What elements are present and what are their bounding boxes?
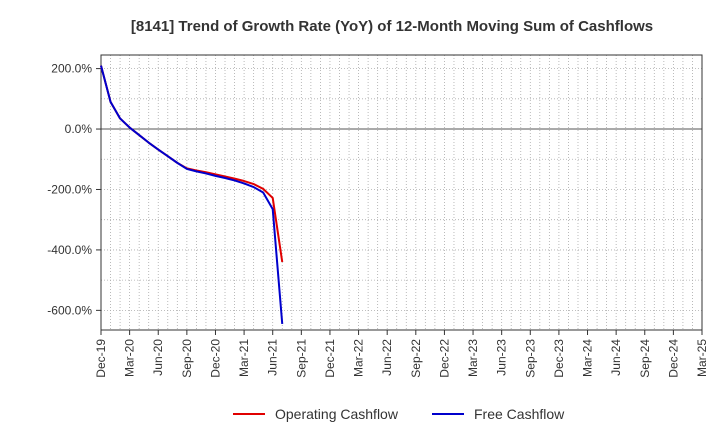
x-tick-label: Mar-22	[352, 339, 366, 377]
x-tick-label: Sep-21	[294, 339, 308, 378]
x-tick-label: Sep-20	[180, 339, 194, 378]
x-tick-label: Dec-21	[323, 339, 337, 378]
x-tick-label: Jun-20	[151, 339, 165, 376]
plot-area	[100, 54, 703, 331]
series-line-free-cashflow	[100, 65, 284, 325]
x-tick-label: Mar-20	[123, 339, 137, 377]
grid	[101, 55, 702, 330]
x-tick-label: Dec-24	[666, 339, 680, 378]
legend-label: Free Cashflow	[474, 406, 565, 422]
x-tick-label: Sep-24	[638, 339, 652, 378]
x-tick-label: Jun-24	[609, 339, 623, 376]
y-tick-label: -200.0%	[47, 182, 92, 196]
y-axis-ticks: 200.0% 0.0% -200.0% -400.0% -600.0%	[47, 62, 101, 317]
series-lines	[100, 65, 284, 325]
x-tick-label: Dec-19	[94, 339, 108, 378]
x-tick-label: Sep-22	[409, 339, 423, 378]
chart-title: [8141] Trend of Growth Rate (YoY) of 12-…	[131, 18, 653, 35]
y-tick-label: 200.0%	[51, 62, 92, 76]
x-tick-label: Dec-22	[437, 339, 451, 378]
y-tick-label: -400.0%	[47, 243, 92, 257]
x-tick-label: Sep-23	[523, 339, 537, 378]
x-tick-label: Mar-24	[581, 339, 595, 377]
x-axis-ticks: Dec-19 Mar-20 Jun-20 Sep-20 Dec-20 Mar-21 Jun-…	[94, 330, 709, 378]
x-tick-label: Jun-23	[495, 339, 509, 376]
x-tick-label: Mar-25	[695, 339, 709, 377]
legend: Operating Cashflow Free Cashflow	[233, 406, 565, 422]
x-tick-label: Mar-23	[466, 339, 480, 377]
x-tick-label: Dec-23	[552, 339, 566, 378]
series-line-operating-cashflow	[100, 65, 284, 263]
x-tick-label: Mar-21	[237, 339, 251, 377]
y-tick-label: -600.0%	[47, 303, 92, 317]
x-tick-label: Jun-22	[380, 339, 394, 376]
x-tick-label: Jun-21	[266, 339, 280, 376]
legend-label: Operating Cashflow	[275, 406, 399, 422]
y-tick-label: 0.0%	[65, 122, 93, 136]
x-tick-label: Dec-20	[208, 339, 222, 378]
